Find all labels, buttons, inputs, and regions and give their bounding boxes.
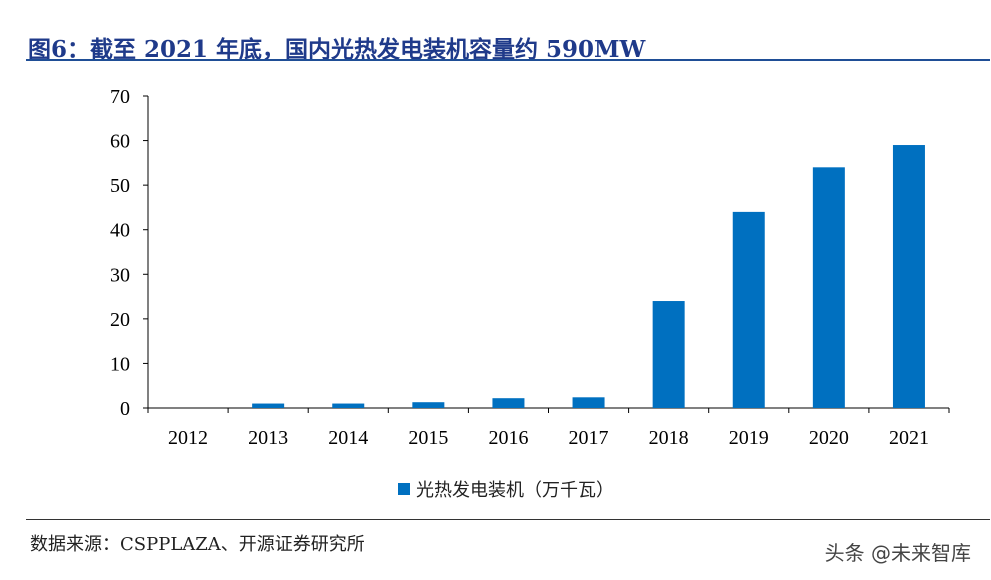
y-axis-ticks: 0 10 20 30 40 50 60 70 — [110, 86, 148, 420]
watermark: 头条 @未来智库 — [824, 541, 971, 565]
bar — [572, 397, 605, 408]
legend-swatch — [398, 483, 410, 495]
source-divider — [26, 519, 990, 520]
x-tick-label: 2013 — [248, 427, 288, 449]
bar — [732, 211, 765, 408]
x-axis-ticks: 2012 2013 2014 2015 2016 2017 2018 2019 2020 2021 — [147, 408, 950, 449]
y-tick-label: 50 — [110, 175, 130, 197]
bar-series — [252, 145, 925, 408]
x-tick-label: 2018 — [649, 427, 689, 449]
x-tick-label: 2019 — [729, 427, 769, 449]
y-tick-label: 40 — [110, 220, 130, 242]
x-tick-label: 2017 — [569, 427, 609, 449]
bar — [812, 167, 845, 408]
y-tick-label: 20 — [110, 309, 130, 331]
x-tick-label: 2012 — [168, 427, 208, 449]
bar-chart: 0 10 20 30 40 50 60 70 2012 2013 2014 2015 2016 2017… — [110, 86, 950, 449]
bar — [332, 403, 365, 408]
x-tick-label: 2021 — [889, 427, 929, 449]
y-tick-label: 10 — [110, 353, 130, 375]
y-tick-label: 70 — [110, 86, 130, 108]
x-tick-label: 2020 — [809, 427, 849, 449]
chart-legend: 光热发电装机（万千瓦） — [398, 476, 614, 502]
bar — [252, 403, 285, 408]
x-tick-label: 2014 — [328, 427, 368, 449]
y-tick-label: 30 — [110, 264, 130, 286]
x-tick-label: 2015 — [408, 427, 448, 449]
x-tick-label: 2016 — [488, 427, 528, 449]
bar — [492, 398, 525, 408]
bar — [412, 402, 445, 408]
legend-label: 光热发电装机（万千瓦） — [416, 480, 614, 501]
bar — [652, 301, 685, 408]
chart-title: 图6：截至 2021 年底，国内光热发电装机容量约 590MW — [28, 36, 646, 63]
data-source: 数据来源：CSPPLAZA、开源证券研究所 — [30, 534, 365, 555]
title-divider — [26, 59, 990, 61]
y-tick-label: 0 — [120, 398, 130, 420]
y-tick-label: 60 — [110, 131, 130, 153]
bar — [892, 145, 925, 408]
